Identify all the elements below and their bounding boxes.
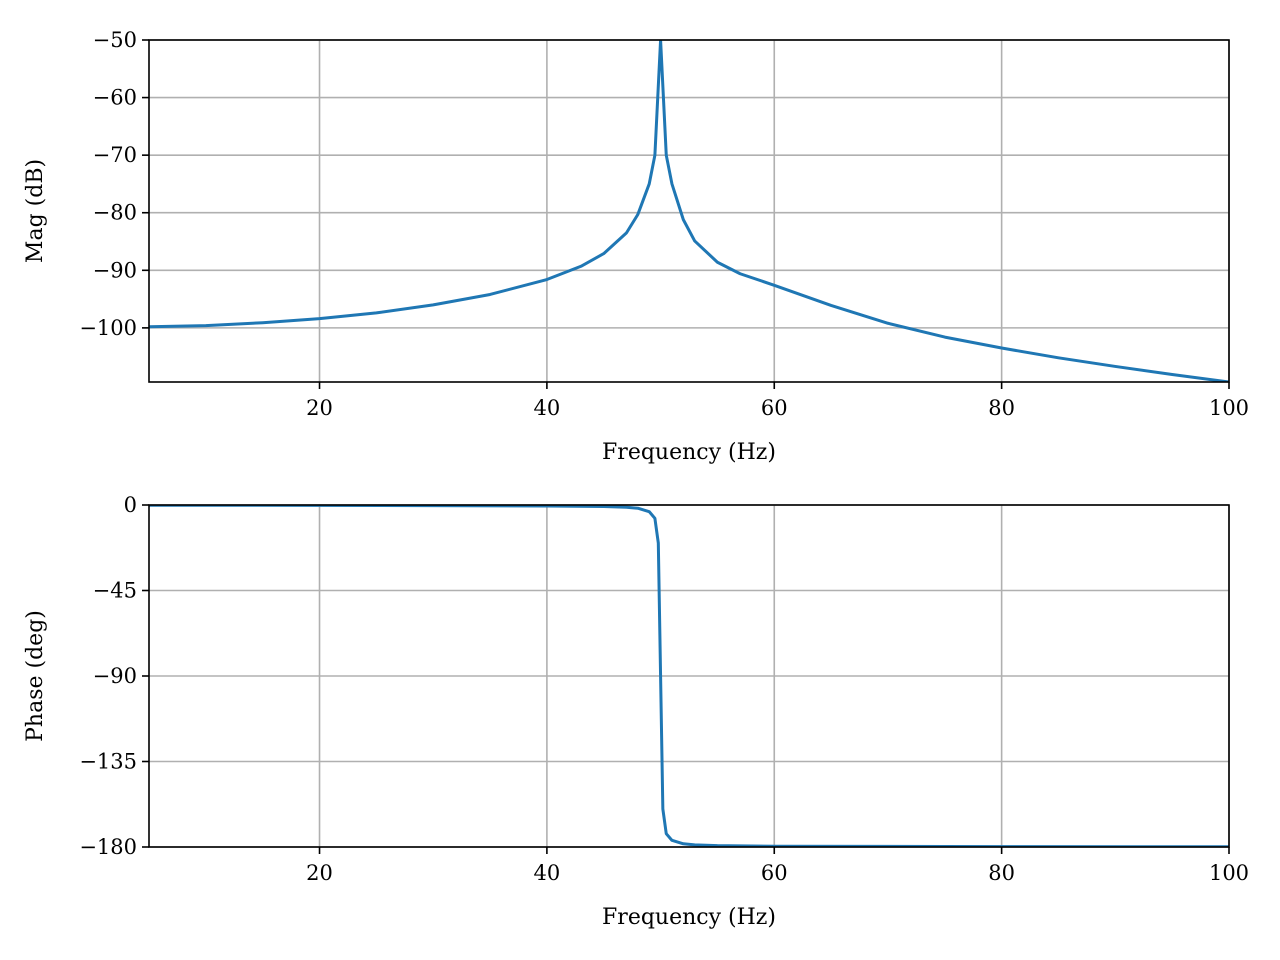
phase-y-tick-label: −90 <box>93 664 137 688</box>
mag-y-tick-label: −70 <box>93 143 137 167</box>
magnitude-panel: 20 40 60 80 100 −100 −90 −80 −70 −60 −50 Frequency … <box>23 28 1249 465</box>
mag-y-tick-label: −50 <box>93 28 137 52</box>
phase-y-axis-label: Phase (deg) <box>23 610 48 742</box>
phase-x-tick-label: 100 <box>1209 861 1249 885</box>
mag-x-tick-label: 100 <box>1209 396 1249 420</box>
phase-y-tick-label: −45 <box>93 579 137 603</box>
mag-x-tick-label: 20 <box>306 396 333 420</box>
mag-y-axis-label: Mag (dB) <box>23 159 48 263</box>
phase-y-tick-label: −135 <box>79 750 137 774</box>
phase-x-tick-label: 40 <box>534 861 561 885</box>
mag-x-tick-label: 60 <box>761 396 788 420</box>
mag-axes-frame <box>148 39 1230 383</box>
mag-y-tick-label: −90 <box>93 258 137 282</box>
phase-panel: 20 40 60 80 100 0 −45 −90 −135 −180 Frequency (Hz)… <box>23 493 1249 930</box>
phase-x-tick-label: 60 <box>761 861 788 885</box>
mag-y-tick-label: −60 <box>93 86 137 110</box>
mag-x-tick-label: 40 <box>534 396 561 420</box>
mag-y-tick-label: −80 <box>93 201 137 225</box>
mag-x-tick-label: 80 <box>988 396 1015 420</box>
phase-x-tick-label: 20 <box>306 861 333 885</box>
phase-x-axis-label: Frequency (Hz) <box>602 905 776 930</box>
mag-y-tick-label: −100 <box>79 316 137 340</box>
mag-x-axis-label: Frequency (Hz) <box>602 440 776 465</box>
phase-series-line <box>149 505 1229 847</box>
phase-y-tick-label: −180 <box>79 835 137 859</box>
mag-series-line <box>149 40 1229 382</box>
phase-y-tick-label: 0 <box>124 493 137 517</box>
phase-x-tick-label: 80 <box>988 861 1015 885</box>
